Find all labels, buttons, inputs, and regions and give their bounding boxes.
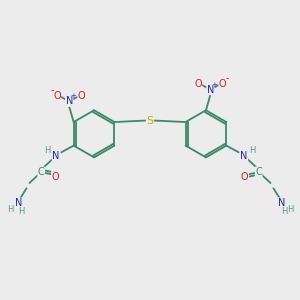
Text: -: -: [50, 85, 54, 94]
Text: -: -: [226, 73, 230, 83]
Text: N: N: [240, 151, 248, 161]
Text: S: S: [146, 116, 154, 126]
Text: O: O: [78, 91, 86, 100]
Text: +: +: [70, 93, 76, 99]
Text: N: N: [15, 198, 22, 208]
Text: C: C: [255, 167, 262, 177]
Text: H: H: [18, 207, 24, 216]
Text: N: N: [52, 151, 60, 161]
Text: O: O: [219, 79, 226, 89]
Text: O: O: [241, 172, 248, 182]
Text: +: +: [211, 82, 217, 88]
Text: N: N: [278, 198, 285, 208]
Text: H: H: [287, 205, 293, 214]
Text: H: H: [249, 146, 255, 155]
Text: O: O: [194, 79, 202, 89]
Text: H: H: [45, 146, 51, 155]
Text: C: C: [38, 167, 45, 177]
Text: O: O: [53, 91, 61, 100]
Text: O: O: [52, 172, 59, 182]
Text: N: N: [207, 85, 214, 94]
Text: H: H: [7, 205, 13, 214]
Text: N: N: [66, 96, 73, 106]
Text: H: H: [281, 207, 288, 216]
